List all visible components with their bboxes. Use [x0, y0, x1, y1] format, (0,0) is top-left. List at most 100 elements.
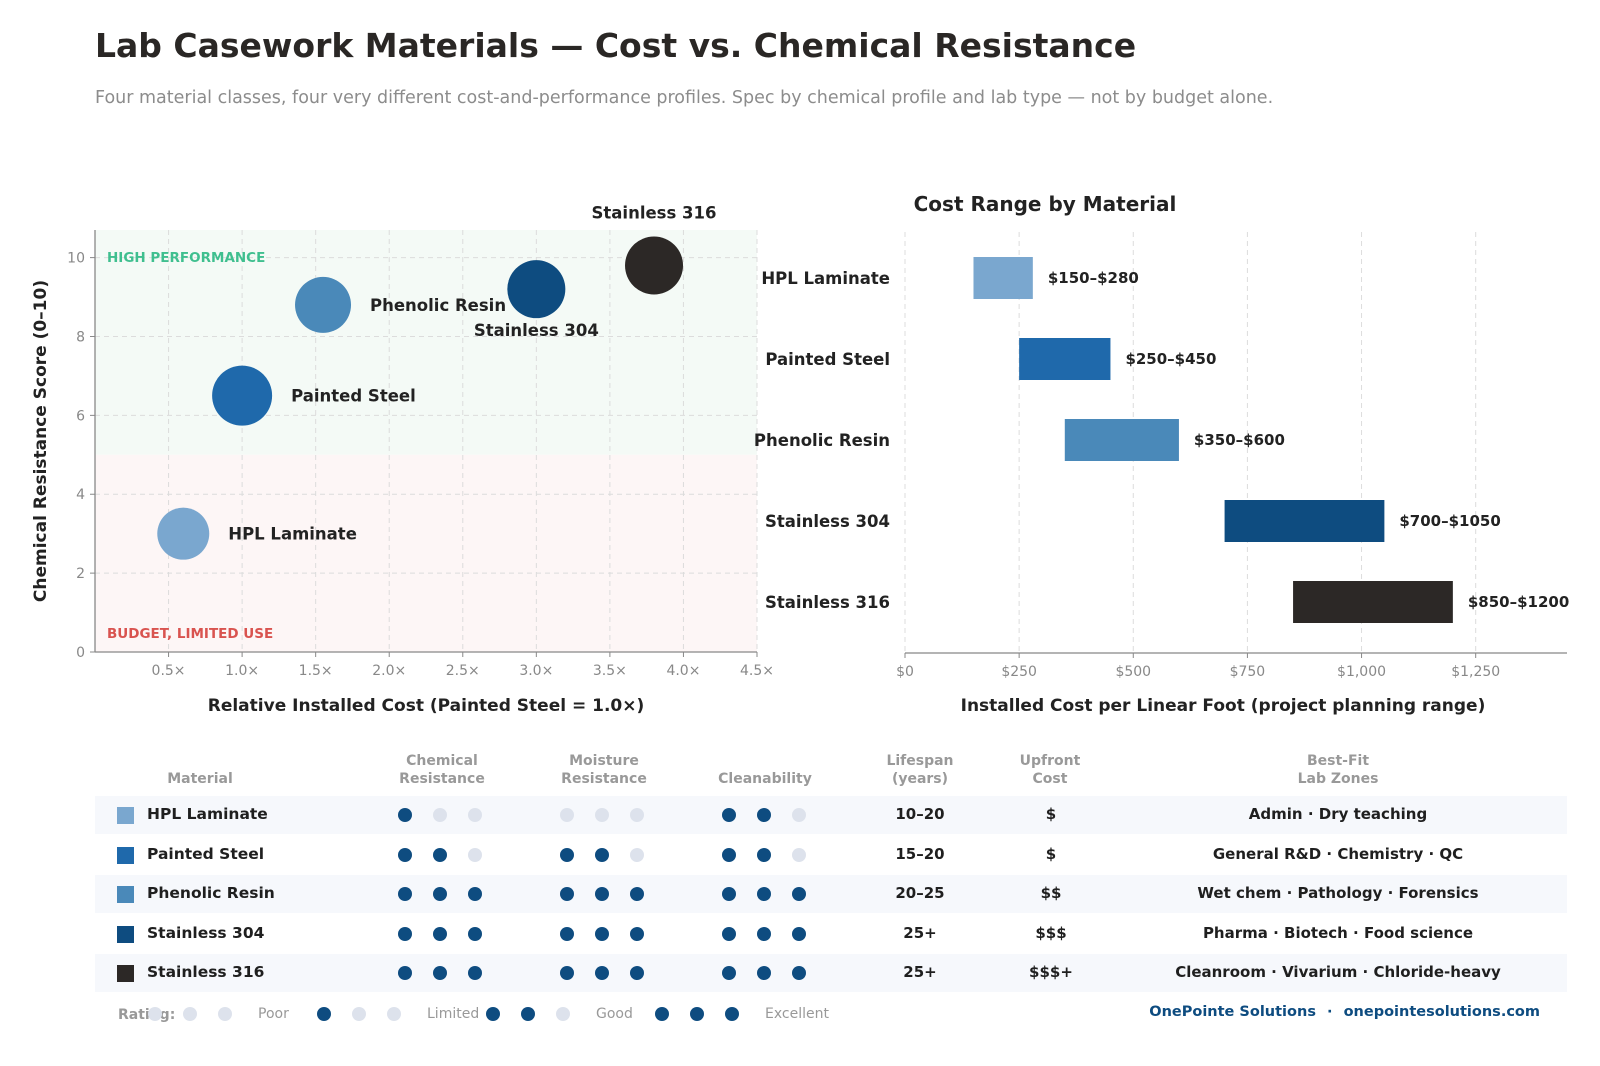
- cost-chart-title: Cost Range by Material: [914, 192, 1177, 216]
- rating-dot: [433, 808, 447, 822]
- bubble-hpl: [157, 507, 210, 560]
- table-row: Phenolic Resin 20–25 $$ Wet chem · Patholog…: [95, 875, 1567, 913]
- material-swatch: [117, 846, 134, 864]
- table-row: Painted Steel 15–20 $ General R&D · Chemist…: [95, 836, 1567, 874]
- rating-dot: [757, 808, 771, 822]
- legend-dot: [486, 1007, 500, 1021]
- rating-dot: [398, 966, 412, 980]
- cost-bar-hpl: [973, 257, 1033, 299]
- legend-dot: [317, 1007, 331, 1021]
- rating-dot: [398, 926, 412, 941]
- cost-x-tick-label: $750: [1230, 664, 1266, 680]
- page-title: Lab Casework Materials — Cost vs. Chemic…: [95, 26, 1137, 65]
- best-fit-zones: General R&D · Chemistry · QC: [1212, 844, 1464, 863]
- scatter-y-tick-label: 8: [76, 329, 85, 345]
- rating-dot: [757, 966, 771, 980]
- legend-dot: [521, 1007, 535, 1021]
- bubble-label: HPL Laminate: [228, 525, 357, 544]
- header-cleanability: Cleanability: [718, 771, 812, 787]
- rating-dot: [398, 887, 412, 901]
- cost-bar-ss304: [1224, 500, 1385, 542]
- material-name: HPL Laminate: [147, 805, 268, 823]
- scatter-x-tick-label: 3.5×: [593, 663, 627, 679]
- bubble-label: Stainless 316: [592, 203, 717, 222]
- upfront-cost-value: $$$: [1035, 923, 1067, 942]
- rating-dot: [757, 847, 771, 862]
- rating-dot: [792, 847, 806, 862]
- legend-label: Excellent: [765, 1006, 829, 1022]
- rating-dot: [468, 926, 482, 941]
- legend-dot: [218, 1007, 232, 1021]
- lifespan-value: 20–25: [895, 884, 945, 902]
- page-subtitle: Four material classes, four very differe…: [95, 88, 1274, 108]
- scatter-x-tick-label: 2.0×: [372, 663, 406, 679]
- rating-dot: [792, 926, 806, 941]
- lifespan-value: 25+: [903, 963, 937, 981]
- cost-x-axis-label: Installed Cost per Linear Foot (project …: [961, 696, 1486, 716]
- rating-dot: [560, 926, 574, 941]
- budget-zone-label: BUDGET, LIMITED USE: [107, 626, 273, 642]
- legend-title: Rating:: [118, 1007, 176, 1023]
- cost-x-tick-label: $1,250: [1451, 664, 1500, 680]
- scatter-x-tick-label: 4.0×: [666, 663, 700, 679]
- cost-category-label: Painted Steel: [765, 350, 890, 369]
- scatter-x-tick-label: 0.5×: [152, 663, 186, 679]
- cost-category-label: HPL Laminate: [761, 269, 890, 288]
- upfront-cost-value: $$: [1040, 884, 1062, 902]
- header-moisture: Moisture Resistance: [561, 753, 647, 787]
- rating-dot: [560, 966, 574, 980]
- rating-dot: [630, 926, 644, 941]
- header-lifespan: Lifespan (years): [886, 753, 954, 787]
- cost-x-tick-label: $0: [896, 664, 914, 680]
- scatter-y-tick-label: 6: [76, 408, 85, 424]
- bubble-ss316: [625, 236, 684, 295]
- header-best-fit-zones: Best-Fit Lab Zones: [1297, 753, 1379, 787]
- rating-dot: [630, 887, 644, 901]
- material-swatch: [117, 925, 134, 943]
- header-upfront-cost: Upfront Cost: [1019, 753, 1081, 787]
- best-fit-zones: Wet chem · Pathology · Forensics: [1197, 884, 1479, 902]
- legend-label: Good: [596, 1006, 633, 1022]
- rating-dot: [595, 966, 609, 980]
- scatter-x-tick-label: 1.5×: [299, 663, 333, 679]
- header-chemical: Chemical Resistance: [399, 753, 485, 787]
- bubble-phenolic: [295, 276, 352, 333]
- footer-credit: OnePointe Solutions · onepointesolutions…: [1149, 1004, 1540, 1020]
- best-fit-zones: Admin · Dry teaching: [1248, 805, 1428, 823]
- rating-dot: [560, 808, 574, 822]
- legend-dot: [183, 1007, 197, 1021]
- rating-dot: [398, 808, 412, 822]
- bubble-painted_steel: [212, 365, 273, 426]
- rating-dot: [433, 926, 447, 941]
- rating-dot: [757, 887, 771, 901]
- rating-dot: [560, 847, 574, 862]
- rating-dot: [757, 926, 771, 941]
- rating-dot: [468, 808, 482, 822]
- material-name: Stainless 316: [147, 963, 265, 981]
- material-name: Phenolic Resin: [147, 884, 275, 902]
- scatter-x-tick-label: 3.0×: [519, 663, 553, 679]
- footer-site[interactable]: onepointesolutions.com: [1343, 1004, 1540, 1020]
- footer-brand: OnePointe Solutions: [1149, 1004, 1316, 1020]
- cost-category-label: Phenolic Resin: [754, 431, 890, 450]
- cost-category-label: Stainless 316: [765, 593, 890, 612]
- cost-x-tick-label: $1,000: [1337, 664, 1386, 680]
- rating-dot: [722, 887, 736, 901]
- cost-bar-ss316: [1293, 581, 1453, 623]
- legend-label: Limited: [427, 1006, 480, 1022]
- cost-bar-label: $700–$1050: [1399, 512, 1500, 530]
- rating-dot: [630, 966, 644, 980]
- upfront-cost-value: $: [1045, 805, 1057, 823]
- legend-dot: [725, 1007, 739, 1021]
- charts-canvas: 0.5× 1.0× 1.5× 2.0× 2.5× 3.0× 3.5× 4.0× 4.5× 0 2 4 6…: [31, 192, 1569, 716]
- cost-bar-phenolic: [1064, 419, 1179, 461]
- rating-dot: [595, 847, 609, 862]
- table-row: Stainless 316 25+ $$$+ Cleanroom · Vivarium…: [95, 954, 1567, 992]
- scatter-y-tick-label: 0: [76, 645, 85, 661]
- rating-dot: [433, 847, 447, 862]
- upfront-cost-value: $: [1045, 844, 1057, 863]
- rating-dot: [722, 808, 736, 822]
- rating-dot: [560, 887, 574, 901]
- lifespan-value: 25+: [903, 923, 937, 942]
- scatter-x-tick-label: 1.0×: [225, 663, 259, 679]
